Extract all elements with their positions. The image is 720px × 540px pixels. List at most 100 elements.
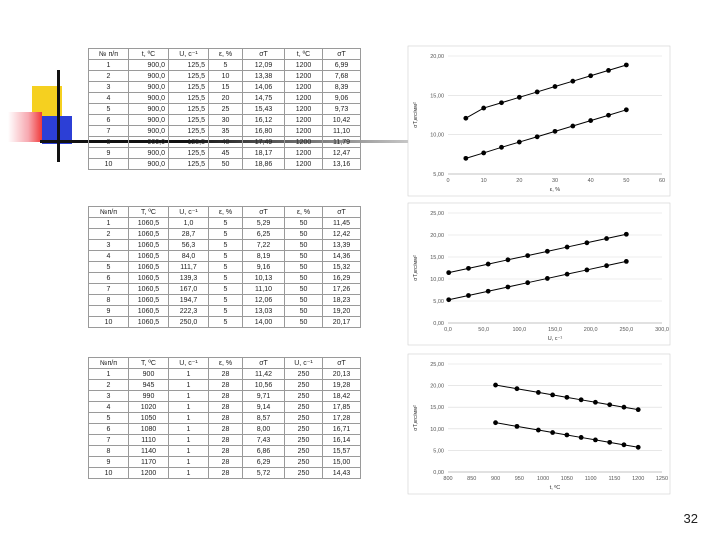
table-cell: 18,86	[242, 158, 285, 170]
table-cell: 111,7	[168, 261, 209, 273]
x-tick-label: 30	[552, 178, 558, 184]
table-cell: 50	[284, 217, 323, 229]
table-cell: 945	[128, 379, 169, 391]
column-header: σT	[242, 206, 285, 218]
data-point	[570, 78, 576, 84]
data-point	[516, 94, 522, 100]
table-cell: 1200	[284, 81, 323, 93]
table-cell: 6,29	[242, 456, 285, 468]
table-row: 8 1140 1 28 6,86 250 15,57	[88, 445, 361, 457]
table-cell: 1	[168, 445, 209, 457]
table-cell: 1200	[284, 125, 323, 137]
table-cell: 5	[208, 239, 243, 251]
table-cell: 5	[208, 217, 243, 229]
data-point	[604, 263, 609, 269]
table-row: 8 900,0 125,5 40 17,49 1200 11,79	[88, 136, 361, 148]
data-point	[578, 397, 584, 403]
data-point	[607, 402, 613, 408]
table-cell: 8,00	[242, 423, 285, 435]
y-tick-label: 15,00	[430, 405, 444, 411]
table-cell: 125,5	[168, 103, 209, 115]
table-cell: 5	[208, 228, 243, 240]
table-cell: 13,39	[322, 239, 361, 251]
table-cell: 900,0	[128, 114, 169, 126]
table-row: 3 990 1 28 9,71 250 18,42	[88, 390, 361, 402]
table-cell: 1200	[284, 147, 323, 159]
data-point	[550, 430, 556, 435]
table-cell: 1060,5	[128, 239, 169, 251]
table-cell: 50	[284, 294, 323, 306]
table-cell: 15,00	[322, 456, 361, 468]
data-point	[481, 105, 487, 111]
table-cell: 7	[88, 434, 129, 446]
series-line	[495, 384, 639, 411]
table-cell: 10	[88, 467, 129, 479]
table-cell: 900	[128, 368, 169, 380]
data-table-speed: №п/п T, ºC U, с⁻¹ ε, % σT ε, % σT 1 1060,5 1,0 5 5…	[88, 206, 361, 328]
table-cell: 9	[88, 147, 129, 159]
table-cell: 9,14	[242, 401, 285, 413]
data-point	[578, 435, 584, 440]
table-cell: 1060,5	[128, 294, 169, 306]
table-cell: 5,29	[242, 217, 285, 229]
table-cell: 10	[88, 158, 129, 170]
table-cell: 10,42	[322, 114, 361, 126]
data-point	[499, 100, 504, 106]
data-point	[635, 444, 641, 450]
column-header: ε, %	[208, 48, 243, 60]
table-cell: 1060,5	[128, 316, 169, 328]
x-tick-label: 40	[588, 178, 594, 184]
table-row: 8 1060,5 194,7 5 12,06 50 18,23	[88, 294, 361, 306]
data-point	[621, 442, 627, 448]
table-cell: 28	[208, 467, 243, 479]
data-point	[593, 437, 598, 443]
table-cell: 5,72	[242, 467, 285, 479]
table-cell: 15,43	[242, 103, 285, 115]
table-cell: 1200	[284, 70, 323, 82]
table-cell: 250	[284, 412, 323, 424]
table-cell: 50	[284, 283, 323, 295]
table-cell: 19,20	[322, 305, 361, 317]
data-point	[550, 392, 556, 398]
table-cell: 1200	[284, 92, 323, 104]
table-cell: 5	[208, 316, 243, 328]
chart-stress-vs-temperature: 0,00 5,00 10,00 15,00 20,00 25,00 800 850 900 950…	[407, 353, 671, 495]
table-row: 4 1060,5 84,0 5 8,19 50 14,36	[88, 250, 361, 262]
page-number: 32	[683, 511, 698, 526]
table-cell: 1	[168, 368, 209, 380]
table-cell: 167,0	[168, 283, 209, 295]
ornament-pink-square	[8, 112, 42, 142]
table-cell: 10,56	[242, 379, 285, 391]
column-header: t, ºC	[128, 48, 169, 60]
table-cell: 4	[88, 401, 129, 413]
table-cell: 5	[88, 103, 129, 115]
table-row: 4 900,0 125,5 20 14,75 1200 9,06	[88, 92, 361, 104]
table-cell: 15,57	[322, 445, 361, 457]
table-cell: 8,19	[242, 250, 285, 262]
y-tick-label: 5,00	[433, 299, 444, 305]
data-point	[564, 394, 570, 400]
data-point	[493, 420, 498, 426]
table-cell: 125,5	[168, 81, 209, 93]
y-tick-label: 5,00	[433, 448, 444, 454]
table-cell: 250	[284, 379, 323, 391]
table-row: 3 900,0 125,5 15 14,06 1200 8,39	[88, 81, 361, 93]
x-tick-label: 10	[481, 178, 487, 184]
table-cell: 6,25	[242, 228, 285, 240]
column-header: №п/п	[88, 206, 129, 218]
column-header: U, с⁻¹	[168, 206, 209, 218]
table-cell: 1060,5	[128, 261, 169, 273]
table-cell: 14,36	[322, 250, 361, 262]
table-cell: 1170	[128, 456, 169, 468]
table-cell: 5	[208, 250, 243, 262]
table-cell: 8	[88, 136, 129, 148]
y-tick-label: 15,00	[430, 255, 444, 261]
table-cell: 50	[284, 228, 323, 240]
table-cell: 28	[208, 401, 243, 413]
table-cell: 18,23	[322, 294, 361, 306]
table-cell: 28	[208, 434, 243, 446]
table-row: 1 1060,5 1,0 5 5,29 50 11,45	[88, 217, 361, 229]
table-row: 9 900,0 125,5 45 18,17 1200 12,47	[88, 147, 361, 159]
data-point	[544, 248, 550, 254]
x-tick-label: 1250	[656, 476, 668, 482]
